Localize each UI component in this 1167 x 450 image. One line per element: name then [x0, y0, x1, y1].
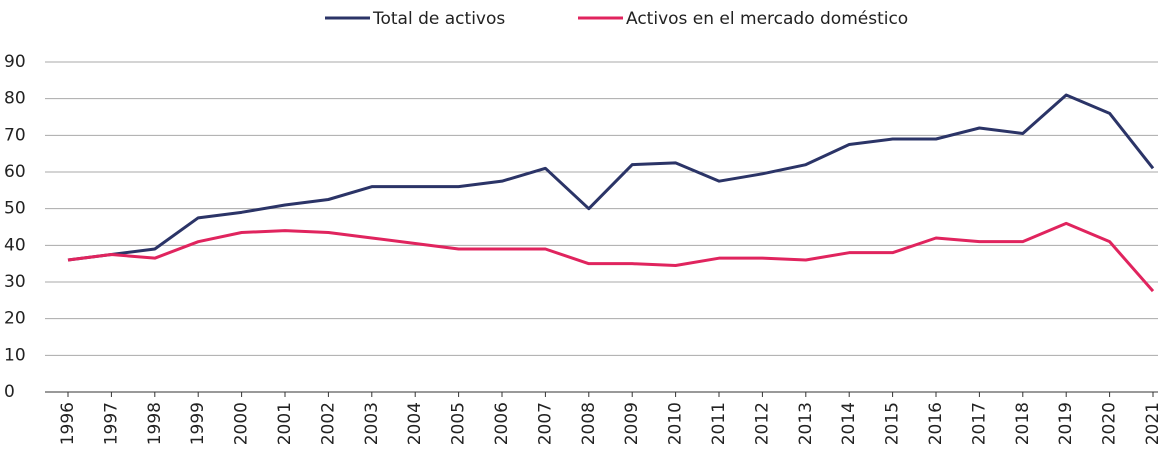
y-tick-label: 50: [4, 199, 26, 219]
x-tick-label: 2003: [362, 402, 382, 445]
x-tick-label: 1998: [145, 402, 165, 445]
y-tick-label: 30: [4, 272, 26, 292]
x-tick-label: 2020: [1100, 402, 1120, 445]
x-tick-label: 1997: [101, 402, 121, 445]
x-tick-label: 2017: [969, 402, 989, 445]
y-tick-label: 80: [4, 89, 26, 109]
x-tick-label: 2013: [796, 402, 816, 445]
x-tick-label: 2014: [839, 402, 859, 445]
x-tick-label: 2006: [492, 402, 512, 445]
series-line: [67, 93, 1155, 262]
legend-label: Total de activos: [372, 9, 505, 29]
x-tick-label: 2021: [1143, 402, 1163, 445]
x-tick-label: 2002: [318, 402, 338, 445]
x-tick-label: 2005: [449, 402, 469, 445]
x-tick-label: 2001: [275, 402, 295, 445]
x-tick-label: 2000: [232, 402, 252, 445]
x-tick-label: 2015: [883, 402, 903, 445]
x-tick-label: 2011: [709, 402, 729, 445]
x-tick-label: 2009: [622, 402, 642, 445]
x-tick-label: 2016: [926, 402, 946, 445]
y-tick-label: 0: [4, 382, 15, 402]
y-tick-label: 10: [4, 345, 26, 365]
x-tick-label: 1999: [188, 402, 208, 445]
y-tick-label: 60: [4, 162, 26, 182]
x-tick-label: 2018: [1013, 402, 1033, 445]
x-tick-label: 2010: [666, 402, 686, 445]
legend-label: Activos en el mercado doméstico: [626, 9, 908, 29]
x-tick-label: 1996: [58, 402, 78, 445]
x-tick-label: 2012: [752, 402, 772, 445]
y-tick-label: 40: [4, 235, 26, 255]
x-tick-label: 2019: [1056, 402, 1076, 445]
y-tick-label: 90: [4, 52, 26, 72]
x-tick-label: 2007: [535, 402, 555, 445]
x-tick-label: 2004: [405, 402, 425, 445]
x-tick-label: 2008: [579, 402, 599, 445]
y-tick-label: 70: [4, 125, 26, 145]
y-tick-label: 20: [4, 309, 26, 329]
series-line: [67, 221, 1155, 293]
